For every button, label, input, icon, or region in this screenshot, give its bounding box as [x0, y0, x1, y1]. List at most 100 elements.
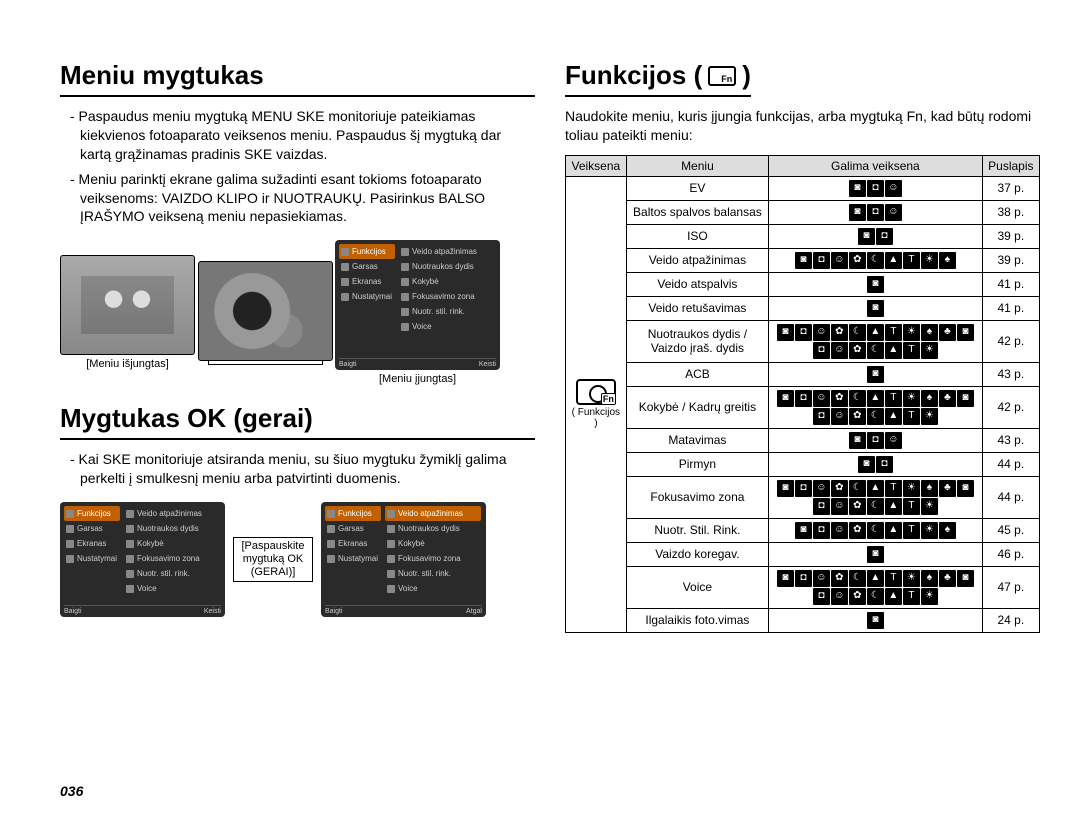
- right-column: Funkcijos ( ) Naudokite meniu, kuris įju…: [565, 60, 1040, 633]
- camera-fn-icon: [708, 66, 736, 86]
- mode-icon: ◘: [867, 204, 884, 221]
- mode-icon: ◘: [795, 570, 812, 587]
- mode-icon: ◘: [795, 324, 812, 341]
- menu-name-cell: Fokusavimo zona: [626, 476, 768, 518]
- table-row: ( Funkcijos )EV◙◘☺37 p.: [566, 176, 1040, 200]
- mode-icon: ◘: [867, 180, 884, 197]
- mode-icon: ✿: [849, 342, 866, 359]
- mode-icon: ☺: [831, 522, 848, 539]
- menu-item: Funkcijos: [64, 506, 120, 521]
- mode-icon: ◙: [858, 456, 875, 473]
- mode-icon: ◙: [957, 480, 974, 497]
- menu-item: Ekranas: [339, 274, 395, 289]
- menu-sub-item: Nuotr. stil. rink.: [399, 304, 495, 319]
- mode-icons-cell: ◙: [769, 608, 983, 632]
- mode-icon: ☾: [849, 324, 866, 341]
- mode-icon: ☺: [813, 324, 830, 341]
- mode-icon: ▲: [867, 570, 884, 587]
- mode-icon: ☀: [903, 480, 920, 497]
- mode-icon: ◙: [777, 390, 794, 407]
- mode-icon: ▲: [885, 408, 902, 425]
- mode-icon: T: [885, 324, 902, 341]
- mode-icon: ◙: [867, 366, 884, 383]
- camera-mode-icon: [576, 379, 616, 405]
- mode-icon: ✿: [831, 570, 848, 587]
- para-2: - Meniu parinktį ekrane galima sužadinti…: [80, 170, 535, 227]
- mode-icon: ▲: [867, 324, 884, 341]
- mode-icon: ☺: [813, 570, 830, 587]
- page-ref-cell: 37 p.: [982, 176, 1039, 200]
- mode-icon: ◘: [813, 498, 830, 515]
- menu-name-cell: Nuotr. Stil. Rink.: [626, 518, 768, 542]
- table-row: Pirmyn◙◘44 p.: [566, 452, 1040, 476]
- page-ref-cell: 43 p.: [982, 428, 1039, 452]
- figure-row-1: [Meniu išjungtas] [Meniu mygtuko MENU pa…: [60, 240, 535, 385]
- table-row: Kokybė / Kadrų greitis◙◘☺✿☾▲T☀♠♣◙◘☺✿☾▲T☀…: [566, 386, 1040, 428]
- mode-icon: T: [903, 498, 920, 515]
- mode-icon: ✿: [849, 252, 866, 269]
- mode-icons-cell: ◙◘: [769, 452, 983, 476]
- menu-sub-item: Nuotr. stil. rink.: [124, 566, 220, 581]
- mode-icon: ◙: [849, 180, 866, 197]
- mode-icons-cell: ◙◘: [769, 224, 983, 248]
- mode-icons-cell: ◙: [769, 296, 983, 320]
- menu-left-list-3: FunkcijosGarsasEkranasNustatymai: [325, 506, 381, 566]
- menu-sub-item: Kokybė: [399, 274, 495, 289]
- table-row: Nuotraukos dydis / Vaizdo įraš. dydis ◙◘☺…: [566, 320, 1040, 362]
- menu-item: Garsas: [339, 259, 395, 274]
- mode-icon: ▲: [885, 252, 902, 269]
- menu-name-cell: Nuotraukos dydis / Vaizdo įraš. dydis: [626, 320, 768, 362]
- mode-icon: ☺: [885, 432, 902, 449]
- menu-name-cell: Ilgalaikis foto.vimas: [626, 608, 768, 632]
- page-ref-cell: 46 p.: [982, 542, 1039, 566]
- menu-sub-item: Veido atpažinimas: [399, 244, 495, 259]
- mode-icon: ☾: [867, 522, 884, 539]
- page-ref-cell: 24 p.: [982, 608, 1039, 632]
- menu-right-list: Veido atpažinimasNuotraukos dydisKokybėF…: [399, 244, 495, 334]
- table-row: ACB◙43 p.: [566, 362, 1040, 386]
- menu-item: Ekranas: [325, 536, 381, 551]
- table-row: Veido atpažinimas◙◘☺✿☾▲T☀♠39 p.: [566, 248, 1040, 272]
- menu-right-list-3: Veido atpažinimasNuotraukos dydisKokybėF…: [385, 506, 481, 596]
- mode-icon: ◙: [777, 324, 794, 341]
- table-row: Matavimas◙◘☺43 p.: [566, 428, 1040, 452]
- mode-icon: ☺: [885, 204, 902, 221]
- table-row: Vaizdo koregav.◙46 p.: [566, 542, 1040, 566]
- menu-sub-item: Voice: [399, 319, 495, 334]
- mode-icon: ☾: [867, 408, 884, 425]
- mode-icon: ☀: [921, 498, 938, 515]
- mode-icon: ▲: [867, 390, 884, 407]
- caption-menu-on: [Meniu įjungtas]: [335, 373, 500, 385]
- mode-icon: ◙: [858, 228, 875, 245]
- mode-icon: ✿: [831, 390, 848, 407]
- functions-tbody: ( Funkcijos )EV◙◘☺37 p.Baltos spalvos ba…: [566, 176, 1040, 632]
- mode-icon: ◘: [813, 252, 830, 269]
- mode-icon: ◘: [867, 432, 884, 449]
- mode-icon: ✿: [849, 522, 866, 539]
- para-1: - Paspaudus meniu mygtuką MENU SKE monit…: [80, 107, 535, 164]
- menu-name-cell: ACB: [626, 362, 768, 386]
- menu-item: Garsas: [64, 521, 120, 536]
- mode-icon: ◙: [795, 522, 812, 539]
- page-ref-cell: 44 p.: [982, 476, 1039, 518]
- mode-icon: ◘: [813, 588, 830, 605]
- page-ref-cell: 42 p.: [982, 320, 1039, 362]
- mode-icon: ♠: [921, 480, 938, 497]
- mode-icon: ◘: [876, 228, 893, 245]
- fig-menu-on: FunkcijosGarsasEkranasNustatymai Veido a…: [335, 240, 500, 385]
- mode-icon: ☺: [831, 498, 848, 515]
- mode-icon: ◙: [795, 252, 812, 269]
- mode-icons-cell: ◙◘☺✿☾▲T☀♠: [769, 518, 983, 542]
- table-row: Veido atspalvis◙41 p.: [566, 272, 1040, 296]
- mode-icon: T: [903, 408, 920, 425]
- mode-icon: ☀: [921, 408, 938, 425]
- table-row: Fokusavimo zona◙◘☺✿☾▲T☀♠♣◙◘☺✿☾▲T☀44 p.: [566, 476, 1040, 518]
- menu-sub-item: Kokybė: [124, 536, 220, 551]
- menu-name-cell: EV: [626, 176, 768, 200]
- mode-icon: T: [885, 570, 902, 587]
- th-puslapis: Puslapis: [982, 155, 1039, 176]
- mode-icon: ✿: [849, 588, 866, 605]
- mode-icon: ◘: [813, 408, 830, 425]
- left-column: Meniu mygtukas - Paspaudus meniu mygtuką…: [60, 60, 535, 633]
- menu-screen-right: FunkcijosGarsasEkranasNustatymai Veido a…: [321, 502, 486, 617]
